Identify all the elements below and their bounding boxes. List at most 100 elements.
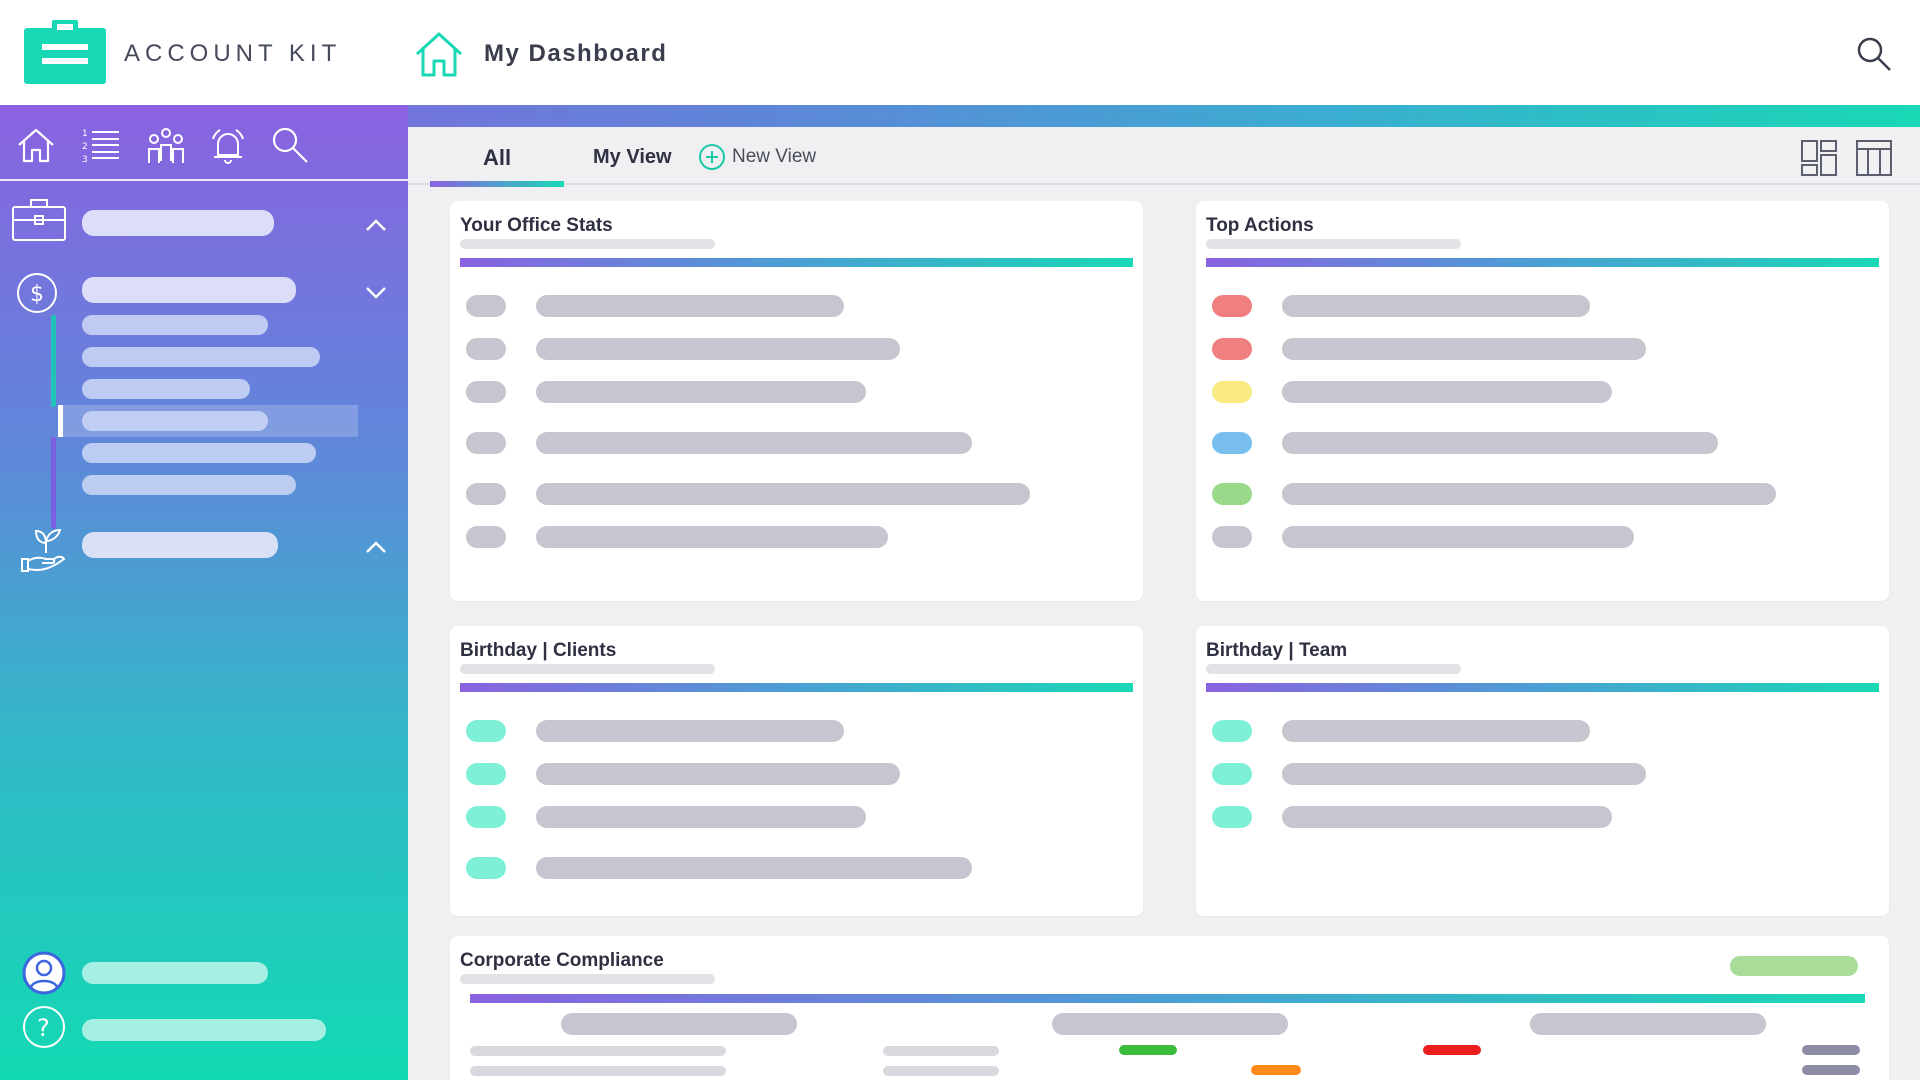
- sidebar-section-label[interactable]: [82, 277, 296, 303]
- stat-row[interactable]: [536, 432, 972, 454]
- card-title: Top Actions: [1206, 215, 1314, 236]
- new-view-label: New View: [732, 146, 817, 167]
- office-stats-card[interactable]: Your Office Stats: [450, 201, 1143, 601]
- home-icon[interactable]: [414, 30, 464, 78]
- birthday-row[interactable]: [536, 806, 866, 828]
- sidebar: 1 2 3 $: [0, 105, 408, 1080]
- help-label[interactable]: [82, 1019, 326, 1041]
- sidebar-sub-item[interactable]: [82, 347, 320, 367]
- compliance-status-chip: [1423, 1045, 1481, 1055]
- corporate-compliance-card[interactable]: Corporate Compliance: [450, 936, 1889, 1080]
- chevron-down-icon[interactable]: [364, 285, 388, 301]
- svg-text:2: 2: [82, 142, 88, 152]
- compliance-status-chip: [1802, 1045, 1860, 1055]
- action-row[interactable]: [1282, 295, 1590, 317]
- team-icon[interactable]: [146, 125, 186, 165]
- card-title: Your Office Stats: [460, 215, 613, 236]
- priority-indicator: [1212, 432, 1252, 454]
- birthday-indicator: [466, 806, 506, 828]
- help-icon[interactable]: ?: [22, 1005, 66, 1049]
- compliance-column-header[interactable]: [1052, 1013, 1288, 1035]
- sidebar-sub-item[interactable]: [82, 475, 296, 495]
- sidebar-section-label[interactable]: [82, 532, 278, 558]
- stat-indicator: [466, 295, 506, 317]
- stat-indicator: [466, 483, 506, 505]
- priority-indicator: [1212, 483, 1252, 505]
- dashboard-layout-icon[interactable]: [1800, 139, 1838, 177]
- action-row[interactable]: [1282, 381, 1612, 403]
- card-subtitle-placeholder: [460, 239, 715, 249]
- stat-row[interactable]: [536, 338, 900, 360]
- top-actions-card[interactable]: Top Actions: [1196, 201, 1889, 601]
- stat-row[interactable]: [536, 526, 888, 548]
- stat-row[interactable]: [536, 483, 1030, 505]
- svg-text:?: ?: [37, 1014, 50, 1042]
- svg-text:3: 3: [82, 155, 88, 165]
- priority-indicator: [1212, 338, 1252, 360]
- action-row[interactable]: [1282, 526, 1634, 548]
- table-layout-icon[interactable]: [1855, 139, 1893, 177]
- chevron-up-icon[interactable]: [364, 539, 388, 555]
- dollar-circle-icon[interactable]: $: [16, 272, 58, 314]
- tree-guide-line: [51, 437, 56, 529]
- birthday-team-card[interactable]: Birthday | Team: [1196, 626, 1889, 916]
- numbered-list-icon[interactable]: 1 2 3: [80, 125, 120, 165]
- birthday-clients-card[interactable]: Birthday | Clients: [450, 626, 1143, 916]
- sidebar-sub-item[interactable]: [82, 315, 268, 335]
- birthday-row[interactable]: [1282, 720, 1590, 742]
- sidebar-toolbar: 1 2 3: [0, 105, 408, 181]
- card-accent-bar: [1206, 683, 1879, 692]
- tab-my-view[interactable]: My View: [593, 146, 672, 168]
- card-title: Birthday | Clients: [460, 640, 617, 661]
- birthday-row[interactable]: [536, 720, 844, 742]
- action-row[interactable]: [1282, 432, 1718, 454]
- card-accent-bar: [1206, 258, 1879, 267]
- search-icon[interactable]: [270, 125, 310, 165]
- birthday-row[interactable]: [536, 857, 972, 879]
- sidebar-sub-item-selected[interactable]: [82, 411, 268, 431]
- page-title: My Dashboard: [484, 40, 668, 67]
- alarm-icon[interactable]: [208, 125, 248, 165]
- stat-row[interactable]: [536, 295, 844, 317]
- compliance-row-value: [883, 1046, 999, 1056]
- card-accent-bar: [460, 258, 1133, 267]
- birthday-row[interactable]: [1282, 806, 1612, 828]
- compliance-row-label: [470, 1046, 726, 1056]
- stat-indicator: [466, 526, 506, 548]
- compliance-column-header[interactable]: [1530, 1013, 1766, 1035]
- plus-circle-icon: [699, 144, 725, 170]
- user-profile-icon[interactable]: [22, 951, 66, 995]
- user-profile-label[interactable]: [82, 962, 268, 984]
- main-content: All My View New View Your Office Stats: [408, 127, 1920, 1080]
- stat-row[interactable]: [536, 381, 866, 403]
- card-subtitle-placeholder: [1206, 664, 1461, 674]
- priority-indicator: [1212, 526, 1252, 548]
- sidebar-section-label[interactable]: [82, 210, 274, 236]
- home-icon[interactable]: [16, 125, 56, 165]
- search-icon[interactable]: [1856, 36, 1892, 72]
- sidebar-sub-item[interactable]: [82, 443, 316, 463]
- app-header: ACCOUNT KIT My Dashboard: [0, 0, 1920, 105]
- birthday-row[interactable]: [1282, 763, 1646, 785]
- action-row[interactable]: [1282, 483, 1776, 505]
- compliance-status-chip: [1802, 1065, 1860, 1075]
- card-subtitle-placeholder: [460, 664, 715, 674]
- compliance-column-header[interactable]: [561, 1013, 797, 1035]
- birthday-indicator: [466, 720, 506, 742]
- compliance-status-chip: [1251, 1065, 1301, 1075]
- briefcase-icon[interactable]: [24, 20, 106, 84]
- birthday-indicator: [466, 763, 506, 785]
- tab-all[interactable]: All: [430, 127, 564, 187]
- plant-hand-icon[interactable]: [20, 527, 66, 573]
- birthday-indicator: [1212, 806, 1252, 828]
- sidebar-sub-item[interactable]: [82, 379, 250, 399]
- app-name: ACCOUNT KIT: [124, 40, 342, 67]
- active-tab-indicator: [430, 181, 564, 187]
- birthday-row[interactable]: [536, 763, 900, 785]
- action-row[interactable]: [1282, 338, 1646, 360]
- compliance-status-badge[interactable]: [1730, 956, 1858, 976]
- chevron-up-icon[interactable]: [364, 217, 388, 233]
- new-view-button[interactable]: New View: [698, 143, 816, 171]
- briefcase-icon[interactable]: [12, 198, 66, 242]
- stat-indicator: [466, 381, 506, 403]
